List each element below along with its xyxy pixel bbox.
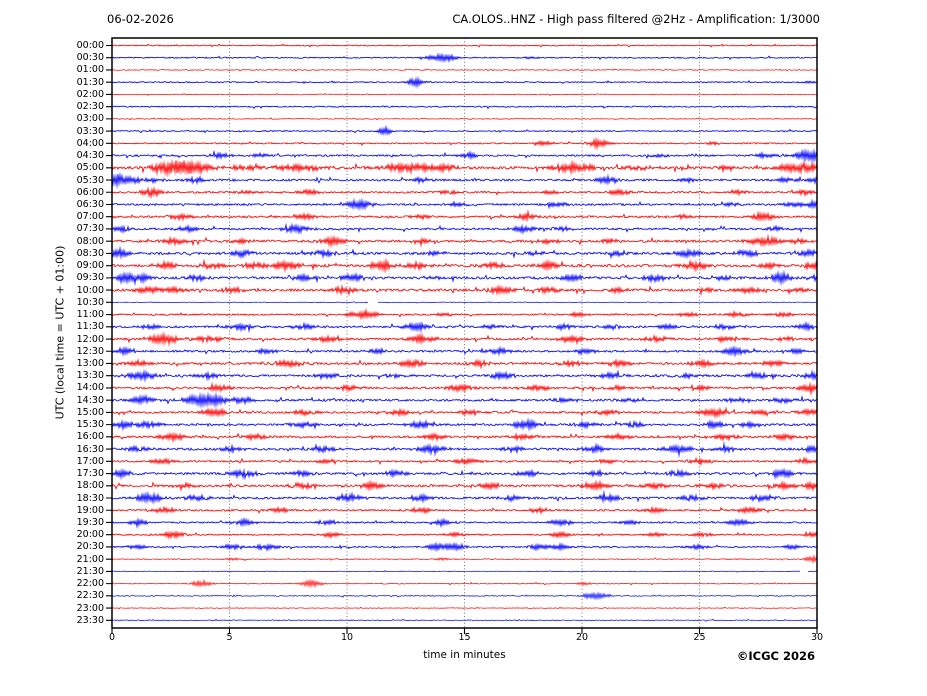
y-tick-label: 18:30 <box>76 492 104 504</box>
x-tick-label: 0 <box>108 632 116 643</box>
y-tick-label: 03:00 <box>76 113 104 125</box>
x-tick-label: 10 <box>340 632 354 643</box>
y-tick-label: 03:30 <box>76 125 104 137</box>
y-tick-label: 06:00 <box>76 186 104 198</box>
y-tick-label: 15:30 <box>76 419 104 431</box>
y-tick-label: 02:30 <box>76 101 104 113</box>
y-tick-label: 10:00 <box>76 284 104 296</box>
x-tick-label: 25 <box>693 632 706 643</box>
y-tick-label: 00:00 <box>76 40 104 51</box>
y-tick-label: 08:00 <box>76 235 104 247</box>
y-tick-label: 18:00 <box>76 480 104 492</box>
y-tick-label: 12:00 <box>76 333 104 345</box>
y-tick-label: 19:30 <box>76 516 104 528</box>
y-tick-label: 19:00 <box>76 504 104 516</box>
y-tick-label: 21:00 <box>76 553 104 565</box>
y-tick-label: 14:30 <box>76 394 104 406</box>
y-tick-label: 00:30 <box>76 52 104 64</box>
copyright-label: ©ICGC 2026 <box>736 649 815 663</box>
y-tick-label: 14:00 <box>76 382 104 394</box>
y-tick-label: 22:00 <box>76 578 104 590</box>
y-tick-label: 12:30 <box>76 345 104 357</box>
y-tick-label: 15:00 <box>76 406 104 418</box>
y-tick-label: 11:30 <box>76 321 104 333</box>
y-tick-label: 16:30 <box>76 443 104 455</box>
y-tick-label: 23:30 <box>76 614 104 626</box>
y-tick-label: 11:00 <box>76 309 104 321</box>
y-tick-label: 07:30 <box>76 223 104 235</box>
y-tick-label: 05:30 <box>76 174 104 186</box>
x-axis-label: time in minutes <box>423 649 506 661</box>
x-tick-label: 5 <box>226 632 233 643</box>
y-tick-label: 23:00 <box>76 602 104 614</box>
y-tick-label: 21:30 <box>76 565 104 577</box>
y-tick-label: 22:30 <box>76 590 104 602</box>
x-tick-label: 20 <box>575 632 589 643</box>
y-tick-label: 20:00 <box>76 529 104 541</box>
y-tick-label: 17:00 <box>76 455 104 467</box>
y-tick-label: 09:30 <box>76 272 104 284</box>
plot-title: CA.OLOS..HNZ - High pass filtered @2Hz -… <box>452 12 820 26</box>
y-tick-label: 10:30 <box>76 296 104 308</box>
y-tick-label: 04:30 <box>76 150 104 162</box>
y-tick-label: 20:30 <box>76 541 104 553</box>
y-tick-label: 04:00 <box>76 137 104 149</box>
y-tick-label: 08:30 <box>76 247 104 259</box>
y-tick-label: 01:30 <box>76 76 104 88</box>
y-tick-label: 01:00 <box>76 64 104 76</box>
y-tick-label: 06:30 <box>76 198 104 210</box>
x-tick-label: 30 <box>810 632 824 643</box>
y-tick-label: 13:30 <box>76 370 104 382</box>
y-tick-label: 09:00 <box>76 260 104 272</box>
y-tick-label: 02:00 <box>76 88 104 100</box>
y-tick-label: 05:00 <box>76 162 104 174</box>
plot-date-label: 06-02-2026 <box>107 12 174 26</box>
y-tick-label: 07:00 <box>76 211 104 223</box>
y-tick-label: 16:00 <box>76 431 104 443</box>
y-tick-label: 17:30 <box>76 468 104 480</box>
x-tick-label: 15 <box>458 632 471 643</box>
y-tick-label: 13:00 <box>76 357 104 369</box>
